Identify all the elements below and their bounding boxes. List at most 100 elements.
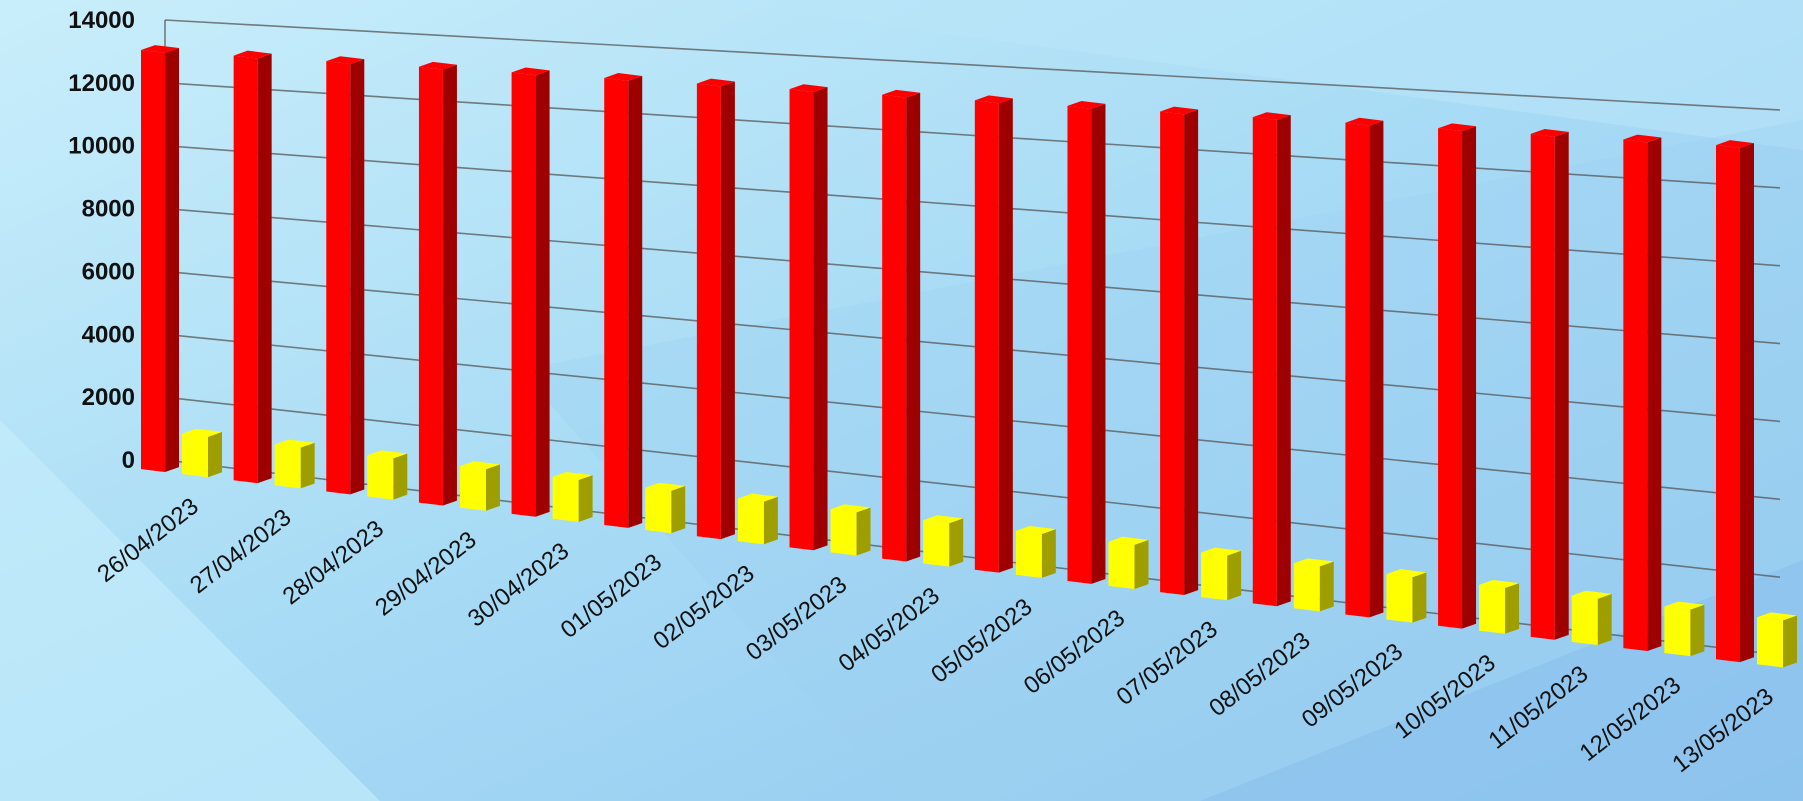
bar-yellow-top: [830, 504, 871, 513]
bar-yellow: [830, 504, 871, 556]
bar-red: [1438, 123, 1477, 629]
bar-yellow: [1479, 579, 1520, 634]
bar-red-top: [789, 84, 828, 93]
bar-yellow-front: [1015, 530, 1042, 578]
bars: [141, 45, 1797, 668]
bar-yellow-side: [949, 518, 964, 567]
bar-yellow-side: [485, 464, 500, 511]
bar-yellow: [1386, 569, 1427, 623]
bar-yellow: [459, 461, 500, 511]
bar-red-top: [1067, 101, 1106, 109]
bar-yellow-top: [1201, 547, 1242, 556]
bar-yellow-side: [1412, 572, 1427, 623]
bar-yellow-front: [552, 476, 579, 522]
bar-red-top: [233, 50, 272, 59]
bar-red-side: [535, 70, 550, 517]
bar-yellow-top: [1757, 612, 1797, 621]
bar-red-top: [604, 73, 643, 81]
bar-red-front: [511, 72, 536, 517]
bar-red: [418, 61, 457, 506]
bar-red-top: [1438, 123, 1477, 132]
bar-yellow-side: [393, 453, 408, 500]
bar-red-top: [974, 95, 1013, 104]
bar-yellow-side: [578, 475, 593, 522]
gridline: [164, 19, 1781, 111]
bar-red-front: [1160, 111, 1185, 596]
bar-yellow-front: [923, 520, 950, 567]
bar-red-top: [1345, 117, 1384, 126]
bar-red-side: [998, 98, 1013, 573]
bar-yellow: [1293, 558, 1334, 612]
bar-yellow: [923, 515, 964, 567]
bar-yellow-top: [274, 439, 315, 448]
bar-yellow-side: [1041, 529, 1056, 578]
bar-red: [1623, 134, 1662, 651]
bar-red-top: [418, 61, 457, 70]
bar-yellow-front: [737, 498, 764, 545]
y-tick-label: 0: [122, 447, 135, 474]
bar-red-side: [1554, 131, 1569, 640]
bar-red-front: [141, 49, 165, 473]
bar-red: [511, 67, 550, 517]
bar-red-front: [1067, 105, 1092, 584]
bar-red: [1345, 117, 1384, 618]
bar-red: [326, 56, 365, 495]
bar-yellow: [1664, 601, 1705, 657]
bar-red: [1160, 106, 1199, 596]
bar-red-side: [165, 47, 179, 473]
bar-yellow-top: [737, 493, 778, 502]
bar-red-top: [141, 45, 179, 53]
bar-yellow-front: [274, 444, 301, 489]
bar-red-top: [696, 78, 735, 87]
bar-yellow-front: [367, 455, 394, 500]
y-tick-label: 6000: [82, 258, 135, 285]
bar-red-side: [442, 64, 457, 506]
bar-red: [1067, 101, 1106, 584]
background-facet: [0, 420, 380, 801]
y-tick-label: 4000: [82, 321, 135, 348]
y-tick-label: 14000: [68, 7, 135, 34]
bar-yellow-top: [923, 515, 964, 524]
bar-yellow: [182, 428, 222, 478]
y-tick-label: 10000: [68, 133, 135, 160]
bar-yellow-top: [552, 471, 593, 481]
bar-yellow-top: [367, 450, 408, 459]
bar-yellow-front: [1201, 552, 1228, 601]
bar-red-front: [1438, 128, 1463, 629]
y-axis-ticks: 0 2000 4000 6000 8000 10000 12000 14000: [68, 7, 135, 474]
bar-yellow-front: [1293, 563, 1320, 612]
bar-yellow-front: [830, 509, 857, 556]
bar-red: [1530, 128, 1569, 640]
bar-red-front: [1345, 122, 1370, 618]
bar-red-side: [1276, 115, 1291, 607]
bar-yellow-top: [1386, 569, 1427, 578]
bar-red-side: [813, 87, 828, 551]
bar-red: [1252, 112, 1291, 607]
bar-red: [789, 84, 828, 551]
bar-red-front: [1530, 133, 1555, 640]
bar-red-top: [1623, 134, 1662, 143]
bar-red-front: [1716, 145, 1740, 663]
bar-red-side: [1091, 103, 1106, 584]
bar-red-front: [696, 83, 721, 540]
bar-yellow-top: [182, 428, 222, 437]
bar-yellow-side: [208, 431, 222, 478]
bar-yellow-side: [1505, 583, 1520, 634]
bar-red-front: [604, 77, 629, 528]
bar-red-front: [233, 55, 258, 484]
bar-yellow-top: [1664, 601, 1705, 610]
bar-red-front: [418, 66, 443, 506]
y-tick-label: 12000: [68, 70, 135, 97]
bar-yellow-front: [1386, 574, 1413, 623]
bar-red-front: [974, 100, 999, 573]
bar-red-side: [1462, 126, 1477, 629]
bar-red-side: [1740, 143, 1754, 663]
bar-yellow: [1757, 612, 1797, 668]
bar-yellow: [737, 493, 778, 545]
bar-yellow-top: [645, 482, 686, 491]
y-tick-label: 2000: [82, 384, 135, 411]
bar-red-front: [1623, 139, 1648, 651]
bar-yellow-side: [856, 507, 871, 556]
